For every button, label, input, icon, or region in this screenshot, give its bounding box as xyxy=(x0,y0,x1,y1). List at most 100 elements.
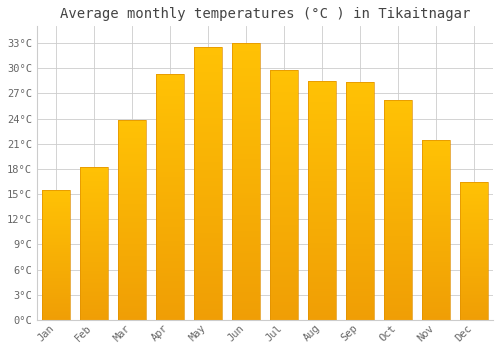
Bar xyxy=(194,132,222,134)
Bar xyxy=(384,278,412,280)
Bar xyxy=(422,219,450,221)
Bar xyxy=(80,213,108,215)
Bar xyxy=(384,197,412,199)
Bar xyxy=(384,160,412,162)
Bar xyxy=(156,209,184,212)
Bar xyxy=(384,247,412,250)
Bar xyxy=(156,155,184,158)
Bar xyxy=(384,223,412,225)
Bar xyxy=(42,251,70,252)
Bar xyxy=(42,261,70,263)
Bar xyxy=(270,267,298,270)
Bar xyxy=(460,198,488,200)
Bar xyxy=(270,228,298,230)
Bar xyxy=(232,93,260,96)
Bar xyxy=(232,215,260,217)
Bar xyxy=(194,55,222,58)
Bar xyxy=(308,186,336,188)
Bar xyxy=(232,253,260,256)
Bar xyxy=(80,224,108,225)
Bar xyxy=(270,290,298,293)
Bar xyxy=(422,248,450,250)
Bar xyxy=(42,229,70,230)
Bar xyxy=(346,104,374,106)
Bar xyxy=(346,239,374,241)
Bar xyxy=(80,306,108,308)
Bar xyxy=(194,93,222,96)
Bar xyxy=(194,88,222,91)
Bar xyxy=(270,142,298,145)
Bar xyxy=(346,237,374,239)
Bar xyxy=(460,277,488,278)
Bar xyxy=(270,127,298,130)
Bar xyxy=(384,102,412,105)
Bar xyxy=(42,282,70,284)
Bar xyxy=(346,204,374,206)
Bar xyxy=(118,314,146,316)
Bar xyxy=(346,125,374,128)
Bar xyxy=(42,315,70,316)
Bar xyxy=(308,201,336,203)
Bar xyxy=(308,131,336,133)
Bar xyxy=(80,225,108,227)
Bar xyxy=(42,221,70,222)
Bar xyxy=(232,281,260,284)
Bar xyxy=(80,244,108,245)
Bar xyxy=(118,168,146,170)
Bar xyxy=(308,208,336,210)
Bar xyxy=(460,202,488,204)
Bar xyxy=(232,309,260,312)
Bar xyxy=(460,246,488,248)
Bar xyxy=(460,191,488,193)
Bar xyxy=(118,224,146,226)
Bar xyxy=(384,276,412,278)
Bar xyxy=(422,296,450,298)
Bar xyxy=(384,210,412,212)
Bar xyxy=(460,197,488,198)
Bar xyxy=(156,96,184,99)
Bar xyxy=(194,69,222,72)
Bar xyxy=(308,317,336,320)
Bar xyxy=(194,121,222,124)
Bar xyxy=(118,290,146,292)
Bar xyxy=(422,181,450,183)
Bar xyxy=(232,240,260,243)
Bar xyxy=(80,221,108,222)
Bar xyxy=(308,95,336,98)
Bar xyxy=(460,238,488,240)
Bar xyxy=(346,166,374,168)
Bar xyxy=(42,312,70,314)
Bar xyxy=(422,298,450,300)
Bar xyxy=(270,260,298,262)
Bar xyxy=(422,282,450,284)
Bar xyxy=(194,61,222,64)
Bar xyxy=(156,128,184,131)
Bar xyxy=(346,140,374,142)
Bar xyxy=(156,145,184,148)
Bar xyxy=(80,190,108,192)
Bar xyxy=(194,219,222,222)
Bar xyxy=(156,276,184,278)
Bar xyxy=(422,176,450,177)
Bar xyxy=(422,230,450,232)
Bar xyxy=(42,299,70,300)
Bar xyxy=(80,176,108,178)
Bar xyxy=(80,167,108,320)
Bar xyxy=(270,138,298,140)
Bar xyxy=(194,184,222,186)
Bar xyxy=(308,244,336,246)
Bar xyxy=(156,264,184,266)
Bar xyxy=(460,229,488,230)
Bar xyxy=(422,188,450,190)
Bar xyxy=(346,256,374,258)
Bar xyxy=(118,236,146,238)
Bar xyxy=(270,315,298,317)
Bar xyxy=(422,276,450,279)
Bar xyxy=(42,193,70,194)
Bar xyxy=(422,206,450,208)
Bar xyxy=(460,278,488,280)
Bar xyxy=(270,193,298,195)
Bar xyxy=(42,285,70,286)
Bar xyxy=(422,154,450,156)
Bar xyxy=(194,285,222,287)
